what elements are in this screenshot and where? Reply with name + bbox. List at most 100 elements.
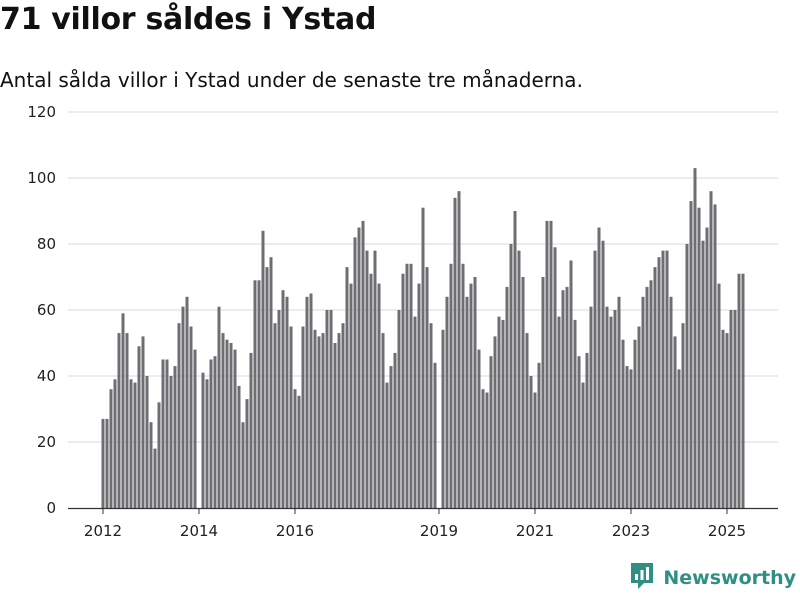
bar	[485, 392, 489, 508]
bar	[229, 343, 233, 508]
bar	[661, 250, 665, 508]
bar	[117, 333, 121, 508]
page-subtitle: Antal sålda villor i Ystad under de sena…	[0, 68, 583, 92]
bar	[129, 379, 133, 508]
bar	[673, 336, 677, 508]
bar	[709, 191, 713, 508]
bar	[549, 220, 553, 508]
bar	[181, 306, 185, 508]
bar	[305, 296, 309, 508]
bar	[241, 422, 245, 508]
bar	[389, 366, 393, 508]
bar	[277, 310, 281, 508]
bar	[169, 376, 173, 508]
bar	[493, 336, 497, 508]
bar	[529, 376, 533, 508]
bar	[645, 286, 649, 508]
bar	[237, 385, 241, 508]
bar	[725, 333, 729, 508]
bar	[105, 418, 109, 508]
bar	[617, 296, 621, 508]
bar	[381, 333, 385, 508]
bar	[161, 359, 165, 508]
bar	[249, 352, 253, 508]
bar	[613, 310, 617, 508]
bar	[245, 399, 249, 508]
bar	[469, 283, 473, 508]
y-tick-label: 40	[37, 367, 56, 385]
bar	[569, 260, 573, 508]
bar	[681, 323, 685, 508]
y-tick-label: 20	[37, 433, 56, 451]
bar	[365, 250, 369, 508]
bar	[401, 273, 405, 508]
bar	[157, 402, 161, 508]
x-tick-label: 2025	[708, 522, 746, 540]
bar	[109, 389, 113, 508]
bar	[705, 227, 709, 508]
bar	[193, 349, 197, 508]
bar	[253, 280, 257, 508]
bar	[737, 273, 741, 508]
bar	[125, 333, 129, 508]
bar	[189, 326, 193, 508]
bar	[533, 392, 537, 508]
bar	[341, 323, 345, 508]
bar	[641, 296, 645, 508]
bar	[293, 389, 297, 508]
bar	[713, 204, 717, 508]
bar	[417, 283, 421, 508]
bar	[665, 250, 669, 508]
y-tick-label: 0	[46, 499, 56, 517]
bar	[585, 352, 589, 508]
bar	[225, 339, 229, 508]
bar	[141, 336, 145, 508]
bar	[261, 230, 265, 509]
bar	[545, 220, 549, 508]
bar	[701, 240, 705, 508]
bar	[337, 333, 341, 508]
bar	[385, 382, 389, 508]
bar	[209, 359, 213, 508]
bar	[501, 319, 505, 508]
bar	[521, 277, 525, 508]
bar	[697, 207, 701, 508]
bar	[589, 306, 593, 508]
bar	[133, 382, 137, 508]
bar	[669, 296, 673, 508]
bar	[721, 329, 725, 508]
bar	[397, 310, 401, 508]
bar	[321, 333, 325, 508]
bar	[553, 247, 557, 509]
x-tick-label: 2019	[420, 522, 458, 540]
bar	[409, 263, 413, 508]
bar	[653, 267, 657, 508]
y-tick-label: 80	[37, 235, 56, 253]
bar	[693, 168, 697, 508]
bar	[729, 310, 733, 508]
bar	[489, 356, 493, 508]
bar	[621, 339, 625, 508]
x-tick-label: 2023	[612, 522, 650, 540]
bar	[565, 286, 569, 508]
bar	[233, 349, 237, 508]
bar	[513, 211, 517, 508]
newsworthy-brand: Newsworthy	[629, 562, 796, 594]
bar	[741, 273, 745, 508]
bar	[649, 280, 653, 508]
bar	[309, 293, 313, 508]
x-tick-label: 2014	[180, 522, 218, 540]
page-title: 71 villor såldes i Ystad	[0, 2, 377, 37]
bar	[461, 263, 465, 508]
bar	[121, 313, 125, 508]
bar	[433, 362, 437, 508]
bar	[505, 286, 509, 508]
bar	[137, 346, 141, 508]
bar	[177, 323, 181, 508]
bar	[369, 273, 373, 508]
bar	[213, 356, 217, 508]
y-tick-label: 120	[27, 103, 56, 121]
bar	[297, 395, 301, 508]
bar	[165, 359, 169, 508]
